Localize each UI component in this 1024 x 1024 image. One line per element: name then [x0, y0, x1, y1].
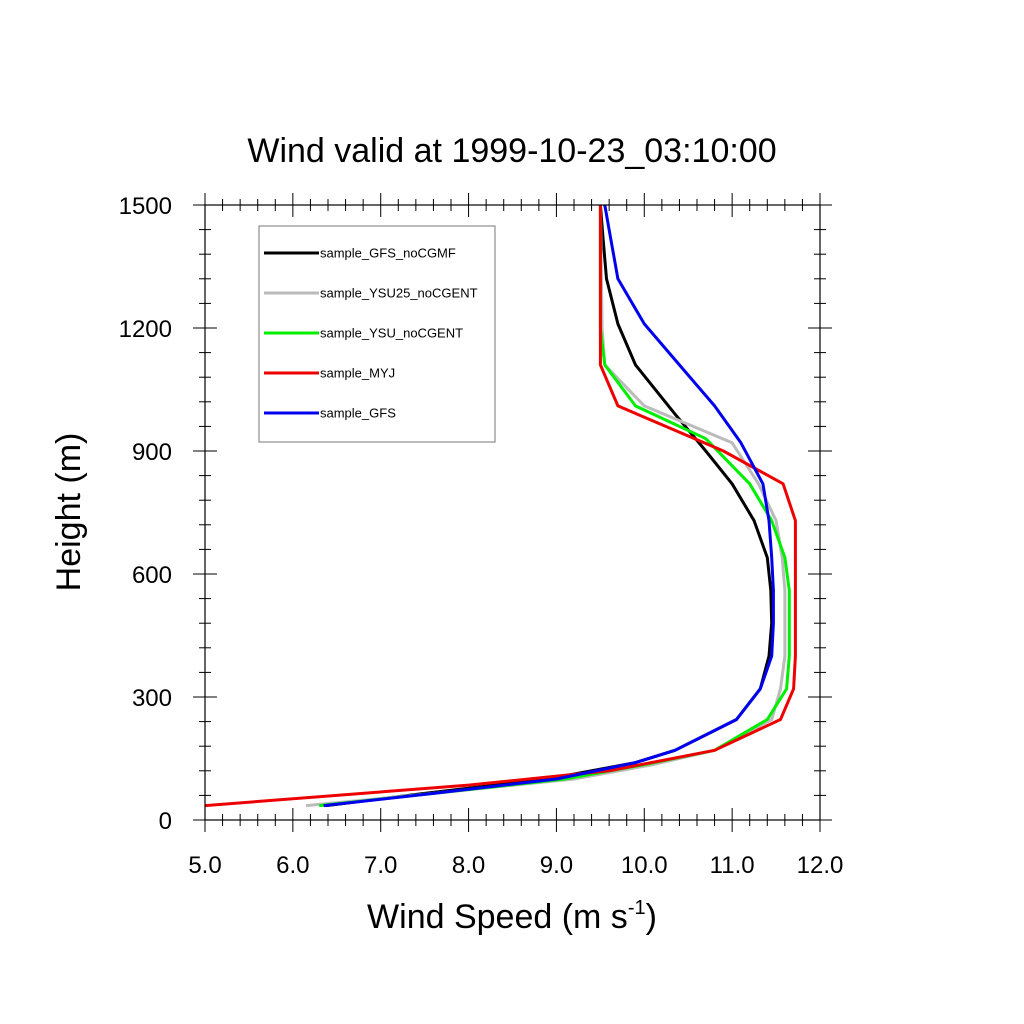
series-line-sample_GFS — [323, 205, 775, 808]
x-tick-label: 5.0 — [188, 852, 221, 879]
y-axis-label: Height (m) — [50, 433, 88, 592]
x-tick-label: 12.0 — [797, 852, 844, 879]
x-tick-label: 8.0 — [452, 852, 485, 879]
x-tick-label: 7.0 — [364, 852, 397, 879]
x-tick-label: 9.0 — [540, 852, 573, 879]
legend-entry-label: sample_MYJ — [320, 366, 395, 381]
x-tick-label: 10.0 — [621, 852, 668, 879]
x-axis-label-main: Wind Speed (m s — [367, 898, 628, 936]
legend-entry-label: sample_GFS — [320, 406, 396, 421]
series-line-sample_YSU25_noCGENT — [305, 205, 787, 808]
series-line-sample_MYJ — [205, 205, 797, 808]
y-tick-label: 300 — [132, 685, 172, 712]
x-axis-label-sup: -1 — [628, 897, 646, 919]
chart-title: Wind valid at 1999-10-23_03:10:00 — [247, 132, 776, 170]
plot-frame — [204, 204, 821, 821]
legend-entry-label: sample_GFS_noCGMF — [320, 246, 456, 261]
y-tick-label: 1200 — [119, 316, 172, 343]
legend: sample_GFS_noCGMF sample_YSU25_noCGENTsam… — [258, 225, 496, 443]
x-axis-label: Wind Speed (m s-1) — [367, 897, 657, 936]
x-axis-label-end: ) — [646, 898, 657, 936]
y-tick-label: 600 — [132, 562, 172, 589]
y-tick-label: 0 — [159, 808, 172, 835]
y-tick-label: 900 — [132, 439, 172, 466]
x-tick-label: 6.0 — [276, 852, 309, 879]
y-tick-label: 1500 — [119, 193, 172, 220]
x-tick-label: 11.0 — [710, 852, 755, 879]
legend-entry-label: sample_YSU_noCGENT — [320, 326, 463, 341]
legend-entry-label: sample_YSU25_noCGENT — [320, 286, 478, 301]
